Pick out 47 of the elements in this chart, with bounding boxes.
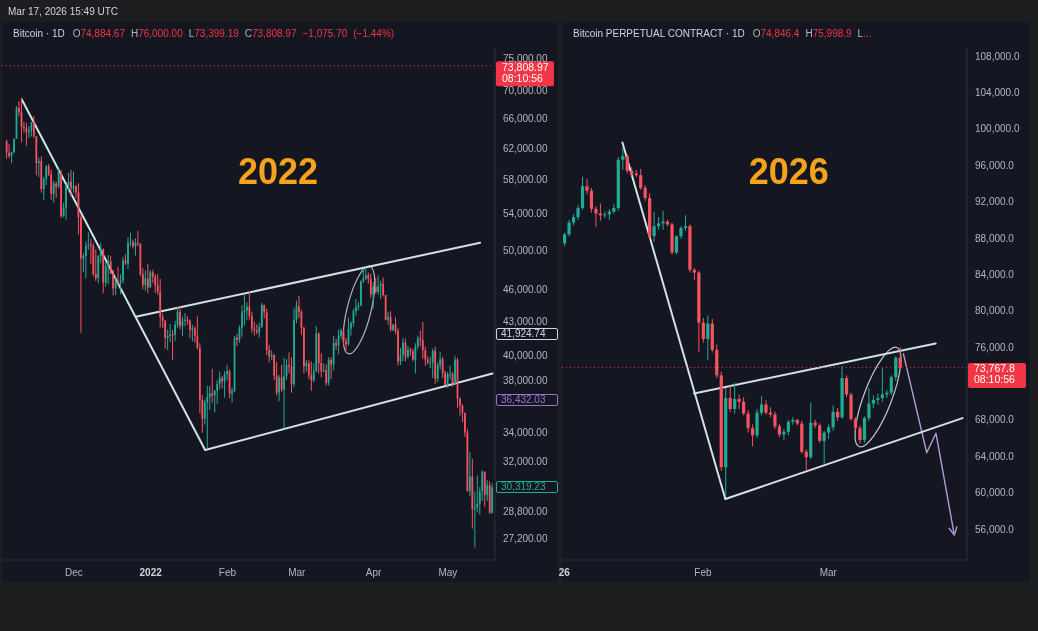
y-tick-label: 100,000.0	[975, 123, 1020, 135]
y-tick-label: 34,000.00	[503, 427, 548, 439]
y-tick-label: 64,000.0	[975, 450, 1015, 462]
x-tick-label: Mar	[819, 567, 838, 578]
x-tick-label: Feb	[694, 567, 713, 578]
y-tick-label: 28,800.00	[503, 506, 548, 518]
x-tick-label: 2022	[139, 567, 163, 578]
y-tick-label: 32,000.00	[503, 456, 548, 468]
x-tick-label: 26	[558, 567, 571, 578]
chart-title: Bitcoin · 1D	[13, 28, 65, 39]
annotation: 2026	[748, 151, 829, 192]
y-tick-label: 50,000.00	[503, 244, 548, 256]
y-tick-label: 66,000.00	[503, 113, 548, 125]
y-tick-label: 40,000.00	[503, 350, 548, 362]
y-tick-label: 27,200.00	[503, 533, 548, 545]
y-tick-label: 80,000.0	[975, 305, 1015, 317]
chart-subtitle: O74,846.4 H75,998.9 L...	[752, 28, 872, 39]
text: 41,924.74	[496, 327, 558, 340]
text: O74,884.67 H76,000.00 L73,399.19 C73,808.97 −1,075.70 (−1.44%)	[72, 28, 395, 39]
y-tick-label: 92,000.0	[975, 196, 1015, 208]
y-tick-label: 54,000.00	[503, 208, 548, 220]
text: Mar 17, 2026 15:49 UTC	[8, 5, 119, 18]
y-tick-label: 68,000.0	[975, 414, 1015, 426]
text: 36,432.03	[496, 394, 558, 407]
ref-line-label: 73,767.8 08:10:56	[974, 362, 1016, 386]
annotation: 2022	[238, 151, 319, 192]
y-tick-label: 38,000.00	[503, 374, 548, 386]
chart-title: Bitcoin PERPETUAL CONTRACT · 1D	[573, 28, 745, 39]
y-tick-label: 104,000.0	[975, 86, 1020, 98]
y-tick-label: 76,000.0	[975, 341, 1015, 353]
y-tick-label: 84,000.0	[975, 268, 1015, 280]
y-tick-label: 96,000.0	[975, 159, 1015, 171]
x-tick-label: Dec	[64, 567, 83, 578]
y-tick-label: 46,000.00	[503, 284, 548, 296]
y-tick-label: 62,000.00	[503, 142, 548, 154]
y-tick-label: 60,000.0	[975, 487, 1015, 499]
y-tick-label: 70,000.00	[503, 85, 548, 97]
y-tick-label: 56,000.0	[975, 523, 1015, 535]
x-tick-label: Feb	[218, 567, 237, 578]
x-tick-label: Mar	[288, 567, 307, 578]
y-tick-label: 58,000.00	[503, 174, 548, 186]
x-tick-label: May	[438, 567, 458, 578]
y-tick-label: 108,000.0	[975, 50, 1020, 62]
x-tick-label: Apr	[365, 567, 383, 578]
y-tick-label: 88,000.0	[975, 232, 1015, 244]
text: 30,319.23	[496, 481, 558, 494]
y-tick-label: 43,000.00	[503, 316, 548, 328]
